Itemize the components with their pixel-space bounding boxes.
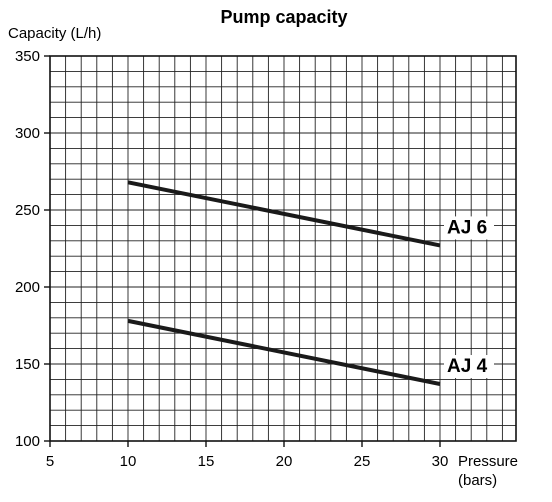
x-tick-label: 15 <box>198 453 215 470</box>
y-tick-label: 250 <box>15 202 40 219</box>
x-axis-label-line2: (bars) <box>458 472 497 489</box>
series-line-aj-4 <box>127 318 441 386</box>
chart-title: Pump capacity <box>220 7 347 27</box>
x-tick-label: 30 <box>432 453 449 470</box>
series-label-aj-6: AJ 6 <box>447 217 487 238</box>
y-tick-label: 150 <box>15 356 40 373</box>
series-line-aj-6 <box>127 180 441 248</box>
axis-ticks: 100 150 200 250 300 350 5 10 15 20 25 30 <box>15 48 448 470</box>
y-axis-label: Capacity (L/h) <box>8 25 101 42</box>
y-tick-label: 100 <box>15 433 40 450</box>
x-tick-label: 20 <box>276 453 293 470</box>
series-label-bg <box>444 355 494 379</box>
y-tick-label: 350 <box>15 48 40 65</box>
plot-frame <box>49 55 517 442</box>
y-tick-label: 300 <box>15 125 40 142</box>
data-series: AJ 6 AJ 4 <box>127 180 494 386</box>
series-label-bg <box>444 216 494 240</box>
y-tick-label: 200 <box>15 279 40 296</box>
x-tick-label: 25 <box>354 453 371 470</box>
x-tick-label: 5 <box>46 453 54 470</box>
x-tick-label: 10 <box>120 453 137 470</box>
x-axis-label-line1: Pressure <box>458 453 518 470</box>
chart-grid <box>50 56 516 441</box>
series-label-aj-4: AJ 4 <box>447 356 488 377</box>
